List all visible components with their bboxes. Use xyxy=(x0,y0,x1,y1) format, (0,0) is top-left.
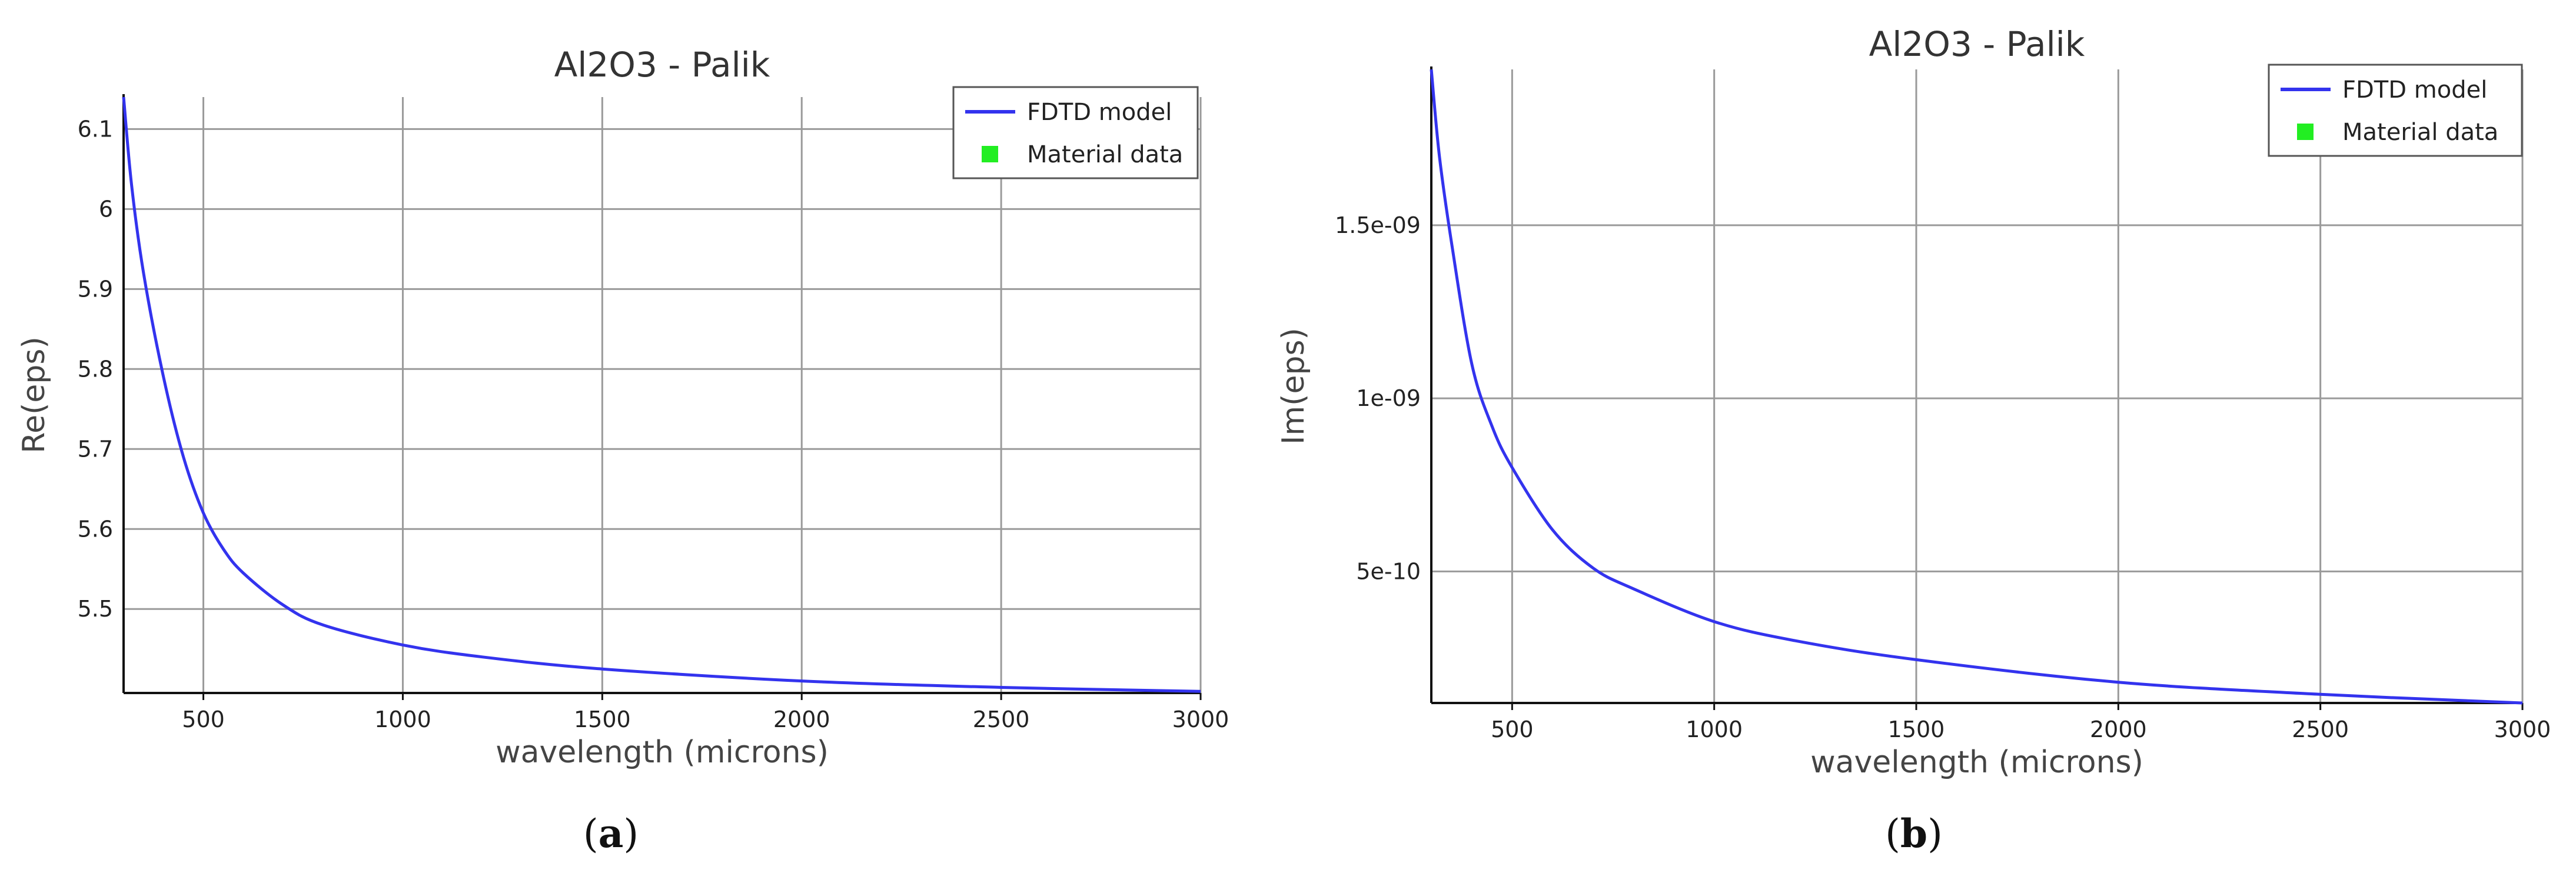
x-tick-label: 1000 xyxy=(374,707,431,732)
series-line-fdtd-model xyxy=(122,96,1201,693)
legend-label: Material data xyxy=(2342,119,2498,146)
x-axis-label: wavelength (microns) xyxy=(1810,745,2143,780)
y-tick-label: 1.5e-09 xyxy=(1335,212,1421,238)
y-tick-label: 5.9 xyxy=(78,276,113,302)
y-tick-label: 6.1 xyxy=(78,116,113,142)
y-tick-label: 1e-09 xyxy=(1356,385,1421,411)
x-tick-label: 500 xyxy=(1491,717,1534,742)
x-tick-label: 1500 xyxy=(574,707,631,732)
y-tick-label: 5.7 xyxy=(78,436,113,462)
series-line-fdtd-model xyxy=(1430,69,2523,705)
y-tick-label: 5e-10 xyxy=(1356,558,1421,584)
paren-close: ) xyxy=(1927,811,1943,857)
x-tick-label: 2500 xyxy=(2292,717,2349,742)
legend: FDTD model Material data xyxy=(952,86,1199,179)
y-tick-label: 5.6 xyxy=(78,516,113,542)
legend-box xyxy=(952,86,1199,179)
chart-title: Al2O3 - Palik xyxy=(1869,24,2085,64)
legend-label: FDTD model xyxy=(2342,76,2487,104)
paren-open: ( xyxy=(1885,811,1900,857)
x-tick-label: 2500 xyxy=(973,707,1030,732)
legend-label: FDTD model xyxy=(1027,99,1172,126)
y-tick-label: 6 xyxy=(99,196,113,222)
y-axis-label: Re(eps) xyxy=(16,336,52,453)
panel-letter: b xyxy=(1900,811,1927,857)
x-axis-label: wavelength (microns) xyxy=(496,735,829,770)
y-tick-label: 5.5 xyxy=(78,596,113,622)
legend-square-swatch xyxy=(982,146,998,162)
x-tick-label: 3000 xyxy=(2494,717,2551,742)
legend-square-swatch xyxy=(2297,124,2314,140)
y-tick-label: 5.8 xyxy=(78,356,113,382)
paren-open: ( xyxy=(583,811,599,857)
subfigure-label-b: (b) xyxy=(1885,811,1943,857)
x-tick-label: 1000 xyxy=(1686,717,1743,742)
x-tick-label: 3000 xyxy=(1172,707,1229,732)
chart-panel-b: 500 1000 1500 2000 2500 3000 5e-10 1e-09 1.5e-09… xyxy=(1276,24,2551,857)
chart-panel-a: 500 1000 1500 2000 2500 3000 5.5 5.6 5.7 5.8 5.9 6 6… xyxy=(16,45,1229,857)
subfigure-label-a: (a) xyxy=(583,811,639,857)
x-tick-label: 2000 xyxy=(2090,717,2147,742)
legend: FDTD model Material data xyxy=(2268,64,2523,157)
panel-letter: a xyxy=(599,811,624,857)
y-axis-label: Im(eps) xyxy=(1276,328,1311,445)
chart-title: Al2O3 - Palik xyxy=(554,45,770,85)
x-tick-label: 1500 xyxy=(1888,717,1945,742)
x-tick-label: 2000 xyxy=(773,707,830,732)
legend-box xyxy=(2268,64,2523,157)
x-tick-label: 500 xyxy=(182,707,225,732)
paren-close: ) xyxy=(623,811,639,857)
legend-label: Material data xyxy=(1027,141,1183,168)
